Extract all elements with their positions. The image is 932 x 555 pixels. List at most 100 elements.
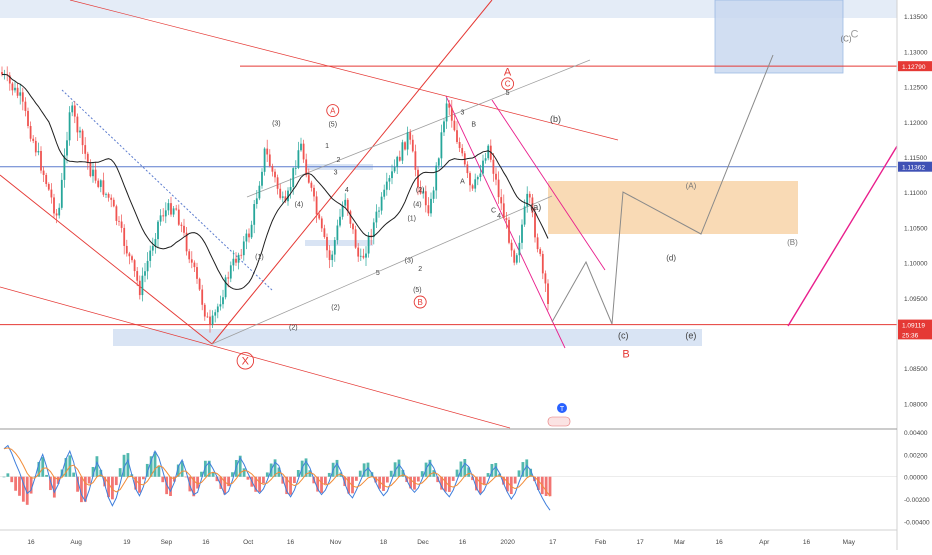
wave-label: (5)	[328, 122, 337, 129]
date-tick-label: 16	[287, 539, 295, 546]
macd-histogram-bar	[308, 470, 312, 477]
candle-body	[19, 92, 22, 96]
candle-body	[112, 199, 115, 207]
macd-histogram-bar	[49, 476, 52, 491]
price-tick-label: 1.10000	[904, 261, 928, 268]
candle-body	[458, 142, 461, 148]
candle-body	[536, 237, 539, 250]
macd-histogram-bar	[262, 476, 265, 484]
macd-histogram-bar	[64, 458, 68, 477]
candle-body	[443, 121, 445, 133]
candle-body	[16, 87, 19, 96]
macd-histogram-bar	[416, 476, 420, 482]
macd-histogram-bar	[219, 476, 223, 489]
wave-label: (B)	[787, 238, 798, 247]
wave-label: C	[505, 80, 511, 89]
macd-histogram-bar	[18, 476, 21, 496]
wave-label: 2	[336, 157, 340, 164]
candle-body	[528, 193, 531, 198]
date-tick-label: Mar	[674, 539, 686, 546]
candle-body	[107, 193, 110, 198]
macd-histogram-bar	[478, 476, 482, 494]
macd-histogram-bar	[544, 476, 548, 496]
macd-histogram-bar	[517, 470, 521, 477]
date-tick-label: 17	[549, 539, 557, 546]
wave-label: (3)	[405, 258, 414, 265]
candle-body	[315, 196, 318, 215]
macd-histogram-bar	[95, 456, 99, 477]
macd-histogram-bar	[200, 471, 203, 477]
macd-histogram-bar	[157, 465, 161, 477]
candle-body	[1, 72, 3, 75]
candle-body	[227, 277, 230, 279]
candle-body	[521, 224, 523, 243]
candle-body	[66, 140, 68, 156]
macd-histogram-bar	[444, 476, 447, 492]
wave-label: X	[242, 356, 250, 368]
candle-body	[448, 103, 451, 108]
upper-channel-line	[69, 0, 619, 141]
macd-histogram-bar	[327, 472, 331, 477]
wave-label: 5	[376, 270, 380, 277]
candle-body	[357, 247, 360, 257]
candle-body	[97, 180, 100, 187]
candle-body	[151, 246, 154, 251]
candle-body	[185, 232, 188, 252]
zones-layer	[0, 0, 897, 346]
macd-histogram-bar	[196, 476, 200, 489]
candle-body	[352, 223, 354, 230]
candle-body	[193, 262, 196, 268]
macd-histogram-bar	[176, 464, 180, 477]
macd-histogram-bar	[2, 476, 6, 478]
wave-label: (a)	[530, 202, 541, 212]
macd-histogram-bar	[343, 476, 347, 487]
candle-body	[55, 213, 58, 216]
candle-body	[162, 215, 165, 217]
macd-histogram-bar	[145, 463, 149, 477]
macd-tick-label: 0.00000	[904, 475, 928, 482]
candle-body	[190, 259, 193, 263]
macd-histogram-bar	[107, 476, 110, 498]
macd-histogram-bar	[293, 476, 296, 484]
candle-body	[268, 154, 271, 166]
macd-histogram-bar	[509, 476, 513, 495]
candle-body	[42, 170, 45, 175]
candle-body	[245, 233, 248, 242]
wave-label: (e)	[685, 331, 696, 341]
macd-histogram-bar	[513, 476, 517, 484]
candle-body	[437, 158, 440, 166]
candle-body	[157, 221, 159, 240]
candle-body	[393, 167, 396, 172]
candle-body	[398, 156, 401, 161]
candle-body	[159, 215, 162, 222]
candle-body	[362, 255, 365, 258]
candle-body	[310, 182, 313, 188]
wave-labels-layer: ACABXBC(C)(A)(B)(d)(e)(c)(b)(a)(5)(3)(4)…	[236, 28, 858, 370]
candle-body	[518, 242, 521, 256]
candle-body	[172, 208, 175, 215]
wave-label: 3	[461, 110, 465, 117]
candle-body	[266, 148, 269, 155]
candle-body	[367, 235, 370, 254]
candle-body	[237, 254, 240, 263]
candle-body	[34, 140, 37, 153]
candle-body	[380, 196, 383, 211]
lower-gray-line	[211, 195, 553, 345]
candle-body	[29, 126, 32, 139]
candle-body	[110, 197, 113, 200]
wave-label: (2)	[416, 187, 425, 194]
candle-body	[240, 254, 243, 256]
macd-histogram-bar	[502, 476, 505, 485]
wave-label: (1)	[407, 215, 416, 222]
wave-label: 4	[345, 187, 349, 194]
macd-histogram-bar	[265, 472, 269, 477]
price-tag-bg	[898, 329, 932, 340]
candle-body	[58, 207, 61, 216]
candle-body	[471, 185, 474, 189]
candle-body	[354, 229, 357, 248]
macd-histogram-bar	[285, 476, 289, 495]
candle-body	[495, 173, 497, 180]
candle-body	[99, 180, 102, 187]
macd-histogram-bar	[366, 462, 370, 477]
candle-body	[388, 178, 391, 182]
